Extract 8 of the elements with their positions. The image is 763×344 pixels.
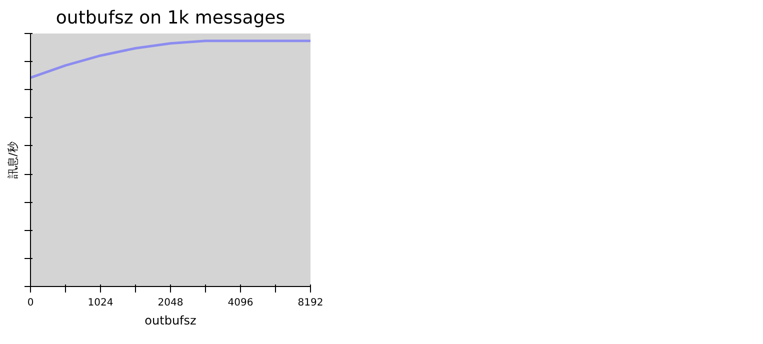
x-tick-label: 0: [27, 298, 34, 308]
x-tick-label: 8192: [298, 298, 324, 308]
chart-title: outbufsz on 1k messages: [56, 8, 286, 28]
x-tick-label: 2048: [158, 298, 184, 308]
x-axis-title: outbufsz: [144, 314, 196, 328]
y-axis-title: 訊息/秒: [6, 142, 20, 178]
x-tick-label: 1024: [88, 298, 114, 308]
x-tick-label: 4096: [228, 298, 254, 308]
